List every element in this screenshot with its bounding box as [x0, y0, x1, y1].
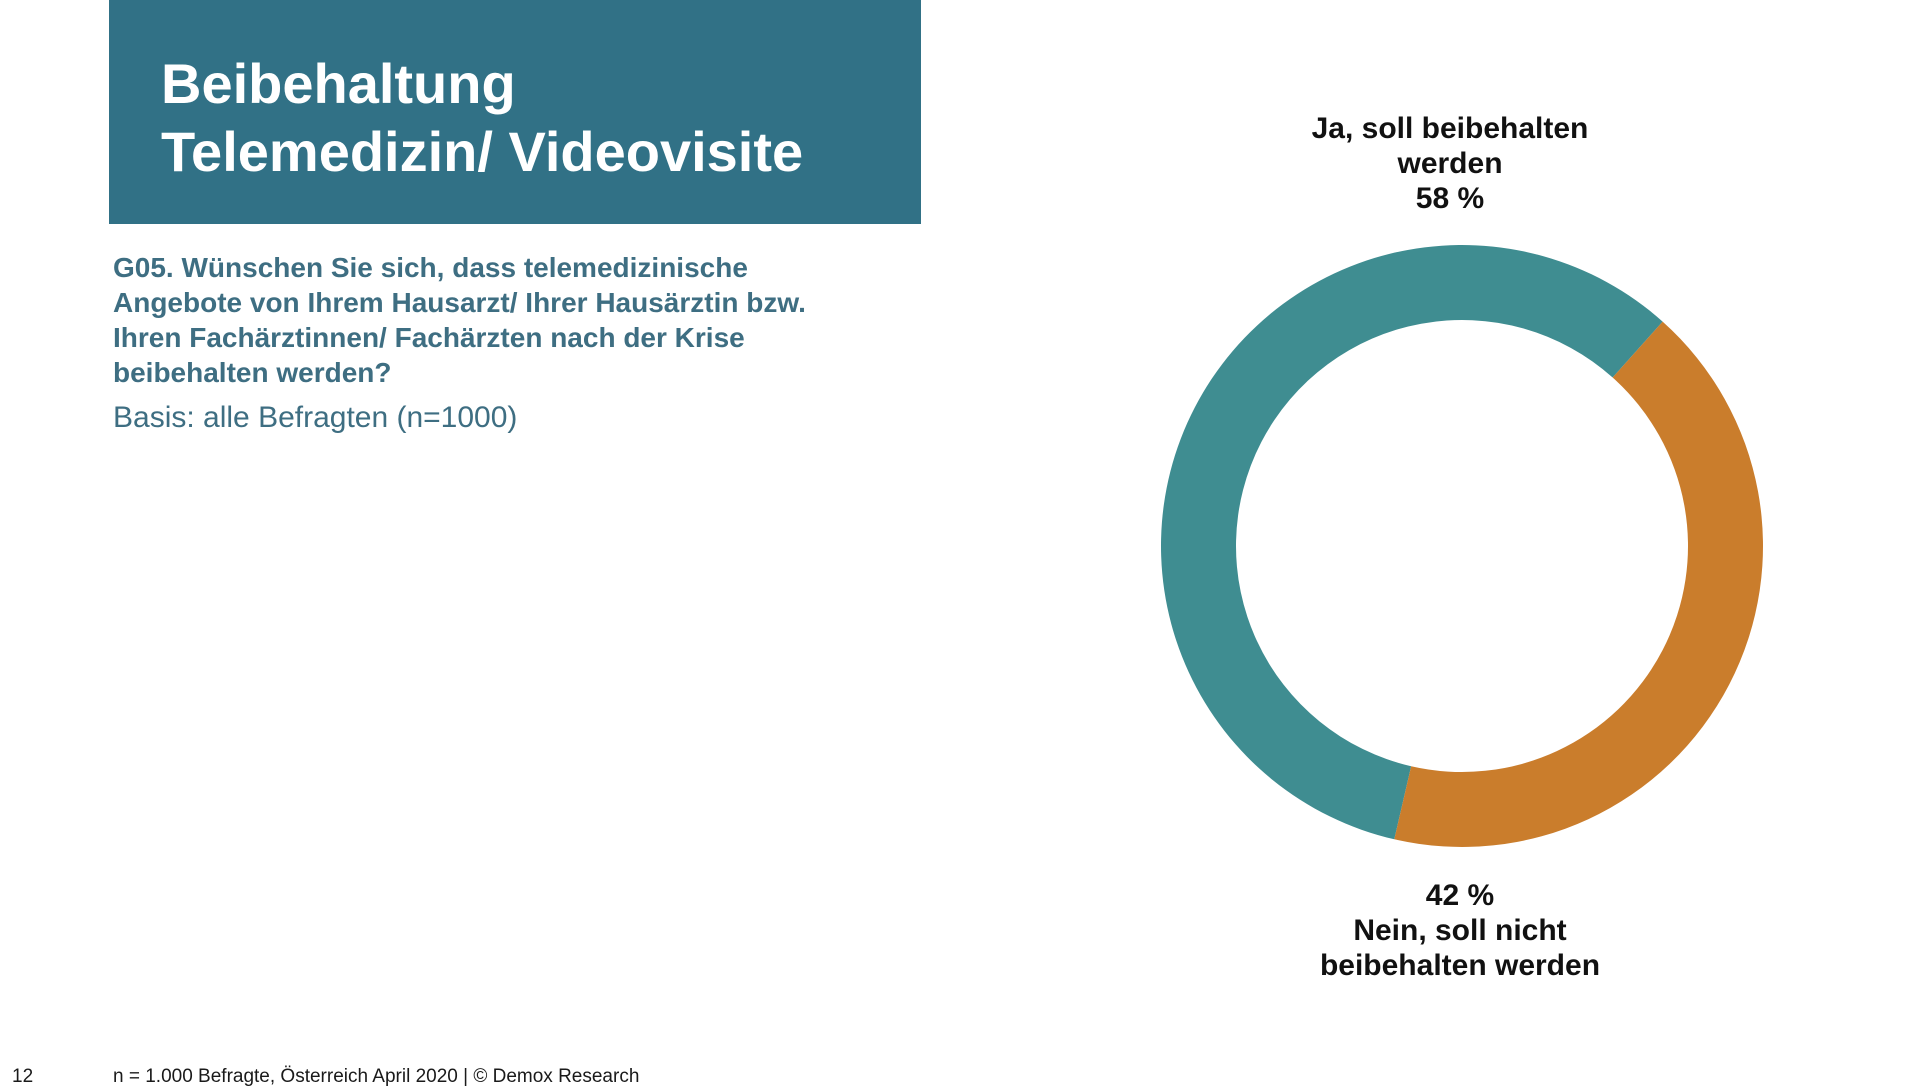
sample-basis: Basis: alle Befragten (n=1000)	[113, 401, 518, 434]
donut-slices	[1160, 244, 1763, 848]
slice-value-yes: 58 %	[1416, 182, 1484, 215]
slice-label-yes-line-2: werden	[1396, 147, 1502, 180]
slice-value-no: 42 %	[1426, 879, 1494, 912]
survey-question: G05. Wünschen Sie sich, dass telemedizin…	[113, 250, 913, 390]
donut-slice-yes	[1160, 244, 1663, 840]
slice-label-no-line-1: Nein, soll nicht	[1353, 914, 1566, 947]
slice-label-no: 42 % Nein, soll nicht beibehalten werden	[1320, 879, 1600, 982]
slice-label-yes-line-1: Ja, soll beibehalten	[1312, 112, 1589, 145]
question-line-1: G05. Wünschen Sie sich, dass telemedizin…	[113, 252, 748, 283]
title-line-2: Telemedizin/ Videovisite	[161, 120, 804, 183]
title-line-1: Beibehaltung	[161, 52, 516, 115]
title-banner: Beibehaltung Telemedizin/ Videovisite	[109, 0, 921, 224]
donut-slice-no	[1394, 321, 1763, 848]
question-line-4: beibehalten werden?	[113, 357, 392, 388]
source-note: n = 1.000 Befragte, Österreich April 202…	[113, 1066, 640, 1087]
question-line-3: Ihren Fachärztinnen/ Fachärzten nach der…	[113, 322, 745, 353]
slice-label-yes: Ja, soll beibehalten werden 58 %	[1312, 112, 1589, 215]
page-number: 12	[12, 1066, 34, 1087]
slice-label-no-line-2: beibehalten werden	[1320, 949, 1600, 982]
question-line-2: Angebote von Ihrem Hausarzt/ Ihrer Hausä…	[113, 287, 806, 318]
